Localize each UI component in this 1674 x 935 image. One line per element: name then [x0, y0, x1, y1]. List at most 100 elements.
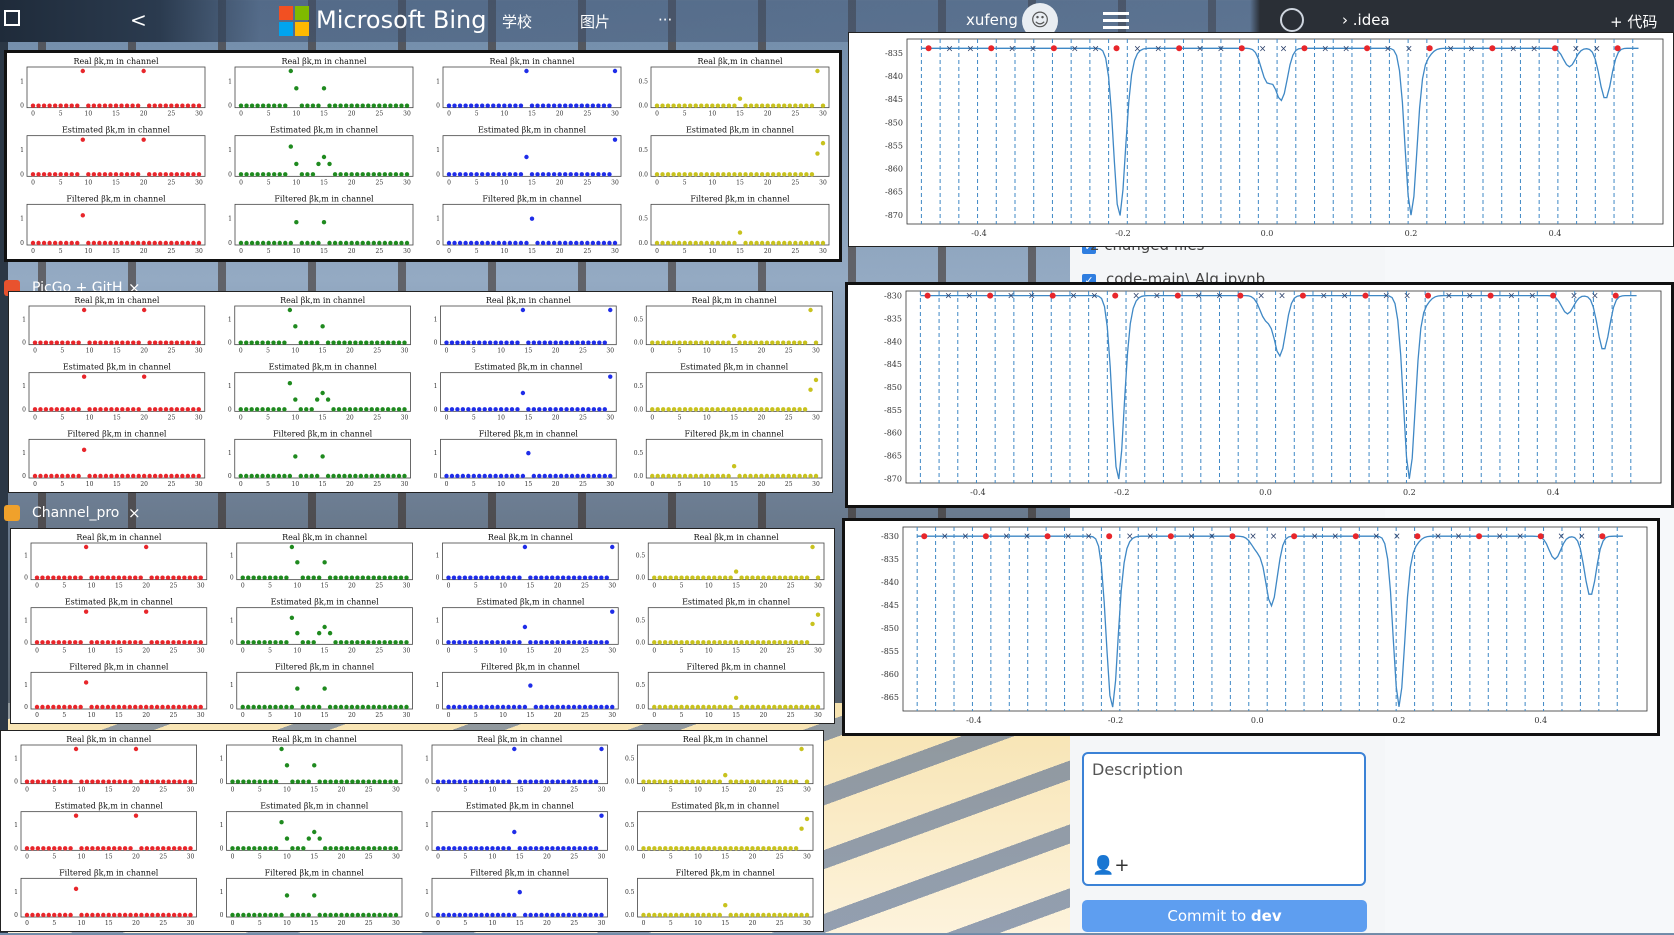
window-icon[interactable] — [4, 10, 20, 26]
data-point — [38, 340, 43, 345]
description-field[interactable]: Description 👤+ — [1082, 752, 1366, 886]
x-tick-label: 5 — [472, 348, 476, 355]
data-point — [355, 172, 360, 177]
data-point — [539, 704, 544, 710]
x-tick-label: 20 — [749, 853, 757, 860]
data-point — [322, 912, 328, 918]
y-tick-label: -845 — [885, 95, 903, 104]
subplot-title: Estimated βk,m in channel — [476, 598, 585, 607]
x-tick-label: 10 — [709, 248, 717, 255]
data-point — [688, 103, 693, 108]
y-tick-label: 1 — [434, 383, 438, 390]
x-tick-label: 10 — [497, 414, 505, 421]
data-point — [382, 103, 388, 108]
data-point — [585, 172, 590, 177]
data-point — [343, 103, 349, 108]
bing-brand[interactable]: Microsoft Bing — [316, 6, 487, 34]
data-point — [739, 912, 744, 918]
data-point — [101, 912, 106, 918]
data-point — [276, 340, 282, 345]
data-point — [550, 704, 555, 710]
data-point — [652, 779, 657, 784]
data-point — [533, 575, 539, 580]
data-point — [283, 103, 288, 108]
data-point — [526, 340, 531, 345]
x-tick-label: 25 — [373, 481, 381, 488]
add-coauthor-icon[interactable]: 👤+ — [1092, 855, 1130, 876]
data-point — [804, 103, 809, 108]
data-point — [733, 779, 739, 784]
data-point — [793, 912, 799, 918]
add-code-button[interactable]: + 代码 — [1610, 13, 1658, 31]
data-point — [804, 912, 810, 918]
data-point — [668, 575, 673, 580]
data-point — [487, 407, 493, 412]
x-tick-label: 0.4 — [1534, 716, 1547, 725]
data-point — [607, 240, 612, 246]
data-point — [366, 172, 371, 177]
data-point — [566, 779, 571, 784]
data-point — [484, 640, 489, 645]
close-icon[interactable]: × — [128, 504, 141, 522]
data-point — [495, 704, 500, 710]
estimate-marker: × — [1126, 532, 1134, 542]
nav-images[interactable]: 图片 — [580, 13, 611, 31]
data-point — [174, 172, 180, 177]
data-point — [246, 846, 252, 851]
data-point — [684, 912, 690, 918]
tab-channel[interactable]: Channel_pro × — [0, 500, 141, 526]
peak-marker — [921, 533, 928, 540]
data-point — [369, 473, 374, 479]
data-point — [349, 704, 355, 710]
subplot-frame — [234, 135, 414, 177]
data-point — [191, 172, 196, 177]
data-point — [531, 407, 537, 412]
nav-school[interactable]: 学校 — [502, 13, 533, 31]
data-point — [277, 172, 282, 177]
data-point — [94, 704, 100, 710]
x-tick-label: 25 — [168, 481, 176, 488]
x-tick-label: 10 — [694, 853, 702, 860]
data-point — [187, 575, 193, 580]
data-point — [820, 140, 826, 146]
user-name[interactable]: xufeng — [966, 11, 1018, 29]
data-point — [493, 340, 498, 345]
data-point — [468, 704, 473, 710]
data-point — [544, 704, 549, 710]
data-point — [590, 172, 596, 177]
estimate-marker: × — [1278, 292, 1286, 302]
data-point — [81, 447, 87, 453]
y-tick-label: 0 — [228, 406, 232, 413]
commit-button[interactable]: Commit to dev — [1082, 900, 1367, 932]
search-icon[interactable] — [1280, 8, 1304, 32]
data-point — [723, 903, 728, 908]
data-point — [120, 473, 125, 479]
back-button[interactable]: < — [130, 8, 147, 32]
data-point — [144, 779, 150, 784]
data-point — [333, 575, 338, 580]
nav-more[interactable]: ··· — [658, 11, 673, 29]
data-point — [154, 704, 160, 710]
data-point — [560, 575, 566, 580]
y-tick-label: 0 — [228, 171, 232, 178]
data-point — [577, 779, 582, 784]
y-tick-label: 0.5 — [634, 316, 644, 323]
data-point — [79, 779, 84, 784]
data-point — [30, 779, 35, 784]
estimate-marker: × — [1384, 44, 1392, 54]
menu-icon[interactable] — [1103, 12, 1129, 30]
x-tick-label: 20 — [140, 348, 148, 355]
idea-folder[interactable]: › .idea — [1342, 11, 1390, 29]
data-point — [139, 779, 144, 784]
x-tick-label: 15 — [321, 647, 329, 654]
x-tick-label: 5 — [266, 348, 270, 355]
data-point — [198, 704, 203, 710]
subplot-frame — [234, 438, 411, 479]
data-point — [321, 220, 327, 225]
data-point — [347, 340, 353, 345]
data-point — [577, 846, 582, 851]
x-tick-label: 25 — [376, 248, 384, 255]
x-tick-label: 30 — [814, 583, 822, 590]
data-point — [765, 172, 770, 177]
data-point — [688, 473, 693, 479]
